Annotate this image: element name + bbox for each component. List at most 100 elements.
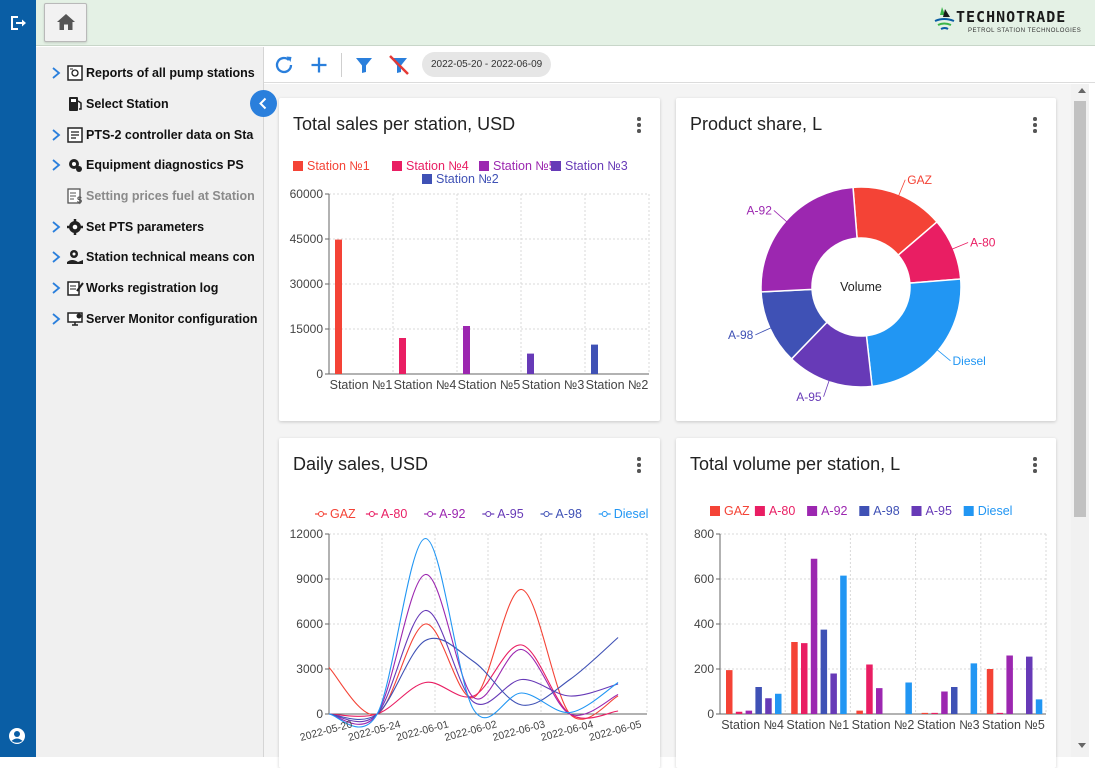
- more-vert-icon[interactable]: [1032, 457, 1038, 473]
- card-title: Total volume per station, L: [690, 454, 901, 474]
- bar: [591, 344, 598, 374]
- scroll-thumb[interactable]: [1074, 101, 1086, 517]
- y-tick-label: 60000: [290, 187, 324, 201]
- legend-swatch: [293, 161, 303, 171]
- y-tick-label: 9000: [296, 572, 323, 586]
- bar: [830, 673, 837, 714]
- card-title: Total sales per station, USD: [293, 114, 516, 134]
- gear-icon: [67, 219, 83, 235]
- series-line: [328, 644, 619, 719]
- sidebar-item[interactable]: Reports of all pump stations: [36, 59, 264, 87]
- sidebar: Reports of all pump stations Select Stati…: [36, 47, 264, 757]
- legend-swatch: [807, 506, 818, 516]
- legend-label: A-80: [769, 504, 795, 518]
- total-volume-chart: GAZ A-80 A-92 A-98 A-95 Diesel 0 200 400 600 800 St…: [694, 504, 1047, 732]
- pie-leader-line: [755, 327, 772, 336]
- legend-label: Station №5: [493, 159, 556, 173]
- scroll-down-arrow-icon[interactable]: [1078, 743, 1086, 748]
- bar: [745, 710, 753, 714]
- x-tick-label: 2022-06-02: [443, 718, 498, 744]
- sidebar-item[interactable]: Select Station: [36, 90, 264, 118]
- sidebar-item[interactable]: Works registration log: [36, 274, 264, 302]
- legend-label: A-95: [497, 507, 523, 521]
- legend-marker: [368, 511, 375, 517]
- filter-icon[interactable]: [352, 53, 376, 77]
- x-tick-label: Station №5: [982, 718, 1045, 732]
- collapse-sidebar-button[interactable]: [250, 90, 277, 117]
- legend-label: Station №3: [565, 159, 628, 173]
- pie-center-label: Volume: [840, 280, 882, 294]
- pie-leader-line: [773, 210, 788, 223]
- sidebar-item-label: Setting prices fuel at Station: [86, 189, 255, 203]
- pie-leader-line: [823, 379, 830, 397]
- sidebar-item-label: Reports of all pump stations: [86, 66, 255, 80]
- legend-marker: [318, 511, 324, 517]
- legend-label: A-80: [381, 507, 407, 521]
- bar: [527, 353, 534, 374]
- y-tick-label: 800: [694, 527, 714, 541]
- home-button[interactable]: [44, 3, 87, 42]
- more-vert-icon[interactable]: [636, 457, 642, 473]
- scroll-up-arrow-icon[interactable]: [1078, 88, 1086, 93]
- sidebar-item[interactable]: PTS-2 controller data on Sta: [36, 121, 264, 149]
- series-line: [328, 588, 619, 720]
- user-circle-icon[interactable]: [8, 727, 26, 745]
- logout-icon[interactable]: [8, 13, 28, 33]
- sidebar-item-label: Set PTS parameters: [86, 220, 205, 234]
- chevron-right-icon[interactable]: [50, 281, 62, 295]
- report-icon: [67, 65, 83, 81]
- chevron-right-icon[interactable]: [50, 128, 62, 142]
- sidebar-item[interactable]: Set PTS parameters: [36, 213, 264, 241]
- more-vert-icon[interactable]: [636, 117, 642, 133]
- legend-swatch: [859, 506, 870, 516]
- sidebar-item[interactable]: Server Monitor configuration: [36, 305, 264, 333]
- chevron-right-icon[interactable]: [50, 312, 62, 326]
- card-title: Daily sales, USD: [293, 454, 429, 474]
- x-tick-label: Station №4: [394, 378, 457, 392]
- sidebar-item[interactable]: Station technical means con: [36, 243, 264, 271]
- legend-label: GAZ: [724, 504, 750, 518]
- bar: [856, 710, 863, 714]
- chevron-right-icon[interactable]: [50, 250, 62, 264]
- legend-swatch: [754, 506, 765, 516]
- legend-marker: [485, 511, 492, 517]
- daily-sales-chart: GAZ A-80 A-92 A-95 A-98 Diesel 0 3000 6000 9000 12…: [290, 507, 649, 744]
- date-range-chip[interactable]: 2022-05-20 - 2022-06-09: [422, 52, 552, 77]
- x-tick-label: 2022-06-01: [395, 718, 450, 744]
- y-tick-label: 45000: [290, 232, 324, 246]
- card-total-volume: Total volume per station, L GAZ A-80 A-92 A…: [676, 438, 1056, 768]
- x-tick-label: Station №4: [721, 718, 784, 732]
- plus-icon[interactable]: [307, 53, 331, 77]
- pie-leader-line: [951, 242, 969, 250]
- chevron-right-icon[interactable]: [50, 220, 62, 234]
- x-tick-label: Station №1: [786, 718, 849, 732]
- card-title: Product share, L: [690, 114, 823, 134]
- x-tick-label: Station №5: [458, 378, 521, 392]
- legend-swatch: [963, 506, 974, 516]
- more-vert-icon[interactable]: [1032, 117, 1038, 133]
- pie-slice: [760, 186, 858, 293]
- y-tick-label: 15000: [290, 322, 324, 336]
- sidebar-item[interactable]: $ Setting prices fuel at Station: [36, 182, 264, 210]
- bar: [726, 670, 733, 714]
- bar: [791, 642, 798, 714]
- y-tick-label: 0: [316, 367, 323, 381]
- legend-label: A-98: [556, 507, 582, 521]
- sidebar-item[interactable]: Equipment diagnostics PS: [36, 151, 264, 179]
- legend-swatch: [422, 174, 432, 184]
- card-product-share: Product share, L GAZ A-80 Diesel A-95 A-98 A-…: [676, 98, 1056, 421]
- logo-mark-icon: [934, 7, 955, 30]
- chevron-right-icon[interactable]: [50, 66, 62, 80]
- filter-clear-icon[interactable]: [387, 53, 411, 77]
- bar: [905, 682, 912, 714]
- refresh-icon[interactable]: [272, 53, 296, 77]
- bar: [866, 664, 873, 714]
- legend-swatch: [551, 161, 561, 171]
- chevron-right-icon[interactable]: [50, 158, 62, 172]
- sidebar-item-label: Server Monitor configuration: [86, 312, 258, 326]
- legend-swatch: [392, 161, 402, 171]
- pie-label: A-98: [728, 328, 754, 342]
- x-tick-label: 2022-06-03: [491, 718, 546, 744]
- sidebar-item-label: Works registration log: [86, 281, 219, 295]
- app-rail: [0, 0, 36, 757]
